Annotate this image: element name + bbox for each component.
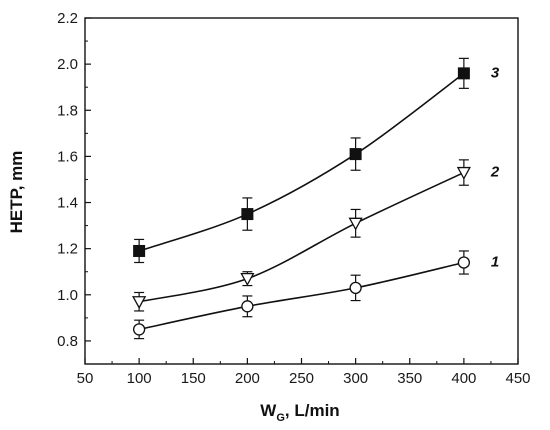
x-axis-ticks: 50 100 150 200 250 300 350 400 450 — [77, 358, 531, 387]
x-axis-title-subscript: G — [276, 412, 285, 424]
x-tick-label: 400 — [451, 370, 476, 387]
x-tick-label: 50 — [77, 370, 94, 387]
data-point — [456, 166, 471, 180]
data-point — [349, 148, 362, 161]
data-point — [240, 273, 255, 287]
x-tick-label: 300 — [343, 370, 368, 387]
plot-frame — [84, 17, 519, 365]
y-tick-label: 1.4 — [57, 195, 78, 212]
data-point — [241, 208, 254, 221]
x-tick-label: 100 — [127, 370, 152, 387]
data-point — [133, 244, 146, 257]
series-line — [138, 261, 465, 331]
y-tick-label: 2.0 — [57, 56, 78, 73]
series-3: 3 — [133, 57, 500, 264]
series-layer: 1 2 3 — [132, 57, 500, 340]
x-axis-title-main: W — [260, 401, 277, 420]
series-1: 1 — [132, 250, 499, 340]
x-tick-label: 150 — [181, 370, 206, 387]
x-tick-label: 250 — [289, 370, 314, 387]
x-axis-title-unit: , L/min — [285, 401, 340, 420]
data-point — [348, 217, 363, 231]
data-point — [457, 256, 471, 269]
y-tick-label: 1.0 — [57, 287, 78, 304]
series-line — [138, 72, 465, 252]
plot-area — [84, 17, 519, 365]
series-line — [138, 171, 465, 303]
x-tick-label: 350 — [397, 370, 422, 387]
y-tick-label: 2.2 — [57, 10, 78, 27]
series-label: 2 — [490, 164, 500, 181]
y-tick-label: 1.6 — [57, 148, 78, 165]
x-axis-title: WG, L/min — [260, 401, 339, 424]
y-axis-title: HETP, mm — [7, 151, 26, 234]
data-point — [132, 323, 146, 336]
data-point — [349, 281, 362, 295]
x-tick-label: 450 — [505, 370, 530, 387]
series-label: 3 — [491, 64, 500, 81]
series-label: 1 — [491, 254, 499, 271]
y-axis-ticks: 0.8 1.0 1.2 1.4 1.6 1.8 2.0 2.2 — [57, 10, 91, 350]
x-tick-label: 200 — [235, 370, 260, 387]
data-point — [132, 296, 147, 310]
data-point — [241, 300, 254, 313]
y-tick-label: 0.8 — [57, 333, 78, 350]
y-tick-label: 1.8 — [57, 102, 78, 119]
data-point — [457, 67, 470, 80]
y-tick-label: 1.2 — [57, 241, 78, 258]
series-2: 2 — [132, 159, 500, 312]
